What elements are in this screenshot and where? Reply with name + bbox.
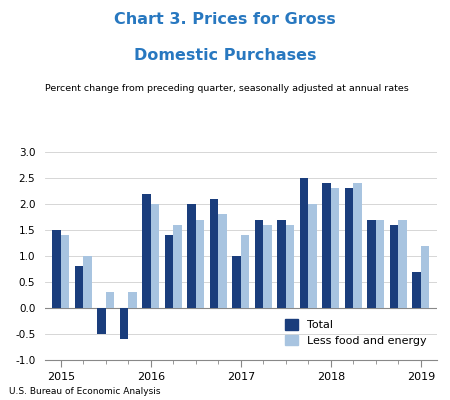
Bar bbox=[83, 256, 92, 308]
Bar bbox=[187, 204, 196, 308]
Bar bbox=[165, 235, 173, 308]
Bar bbox=[128, 292, 137, 308]
Text: Domestic Purchases: Domestic Purchases bbox=[134, 48, 316, 63]
Text: Percent change from preceding quarter, seasonally adjusted at annual rates: Percent change from preceding quarter, s… bbox=[45, 84, 409, 93]
Bar bbox=[106, 292, 114, 308]
Bar bbox=[263, 225, 272, 308]
Bar bbox=[412, 272, 421, 308]
Bar bbox=[353, 183, 362, 308]
Bar bbox=[345, 188, 353, 308]
Bar bbox=[277, 220, 286, 308]
Bar bbox=[97, 308, 106, 334]
Bar bbox=[367, 220, 376, 308]
Bar bbox=[390, 225, 398, 308]
Bar bbox=[398, 220, 407, 308]
Bar bbox=[421, 246, 429, 308]
Bar bbox=[75, 266, 83, 308]
Bar bbox=[151, 204, 159, 308]
Bar bbox=[376, 220, 384, 308]
Bar bbox=[210, 199, 218, 308]
Bar bbox=[300, 178, 308, 308]
Bar bbox=[241, 235, 249, 308]
Text: U.S. Bureau of Economic Analysis: U.S. Bureau of Economic Analysis bbox=[9, 387, 161, 396]
Bar bbox=[61, 235, 69, 308]
Legend: Total, Less food and energy: Total, Less food and energy bbox=[280, 315, 431, 350]
Bar bbox=[286, 225, 294, 308]
Bar bbox=[173, 225, 182, 308]
Bar bbox=[232, 256, 241, 308]
Bar bbox=[322, 183, 331, 308]
Bar bbox=[308, 204, 317, 308]
Bar bbox=[196, 220, 204, 308]
Bar bbox=[218, 214, 227, 308]
Bar bbox=[331, 188, 339, 308]
Bar bbox=[142, 194, 151, 308]
Text: Chart 3. Prices for Gross: Chart 3. Prices for Gross bbox=[114, 12, 336, 27]
Bar bbox=[255, 220, 263, 308]
Bar bbox=[52, 230, 61, 308]
Bar bbox=[120, 308, 128, 339]
